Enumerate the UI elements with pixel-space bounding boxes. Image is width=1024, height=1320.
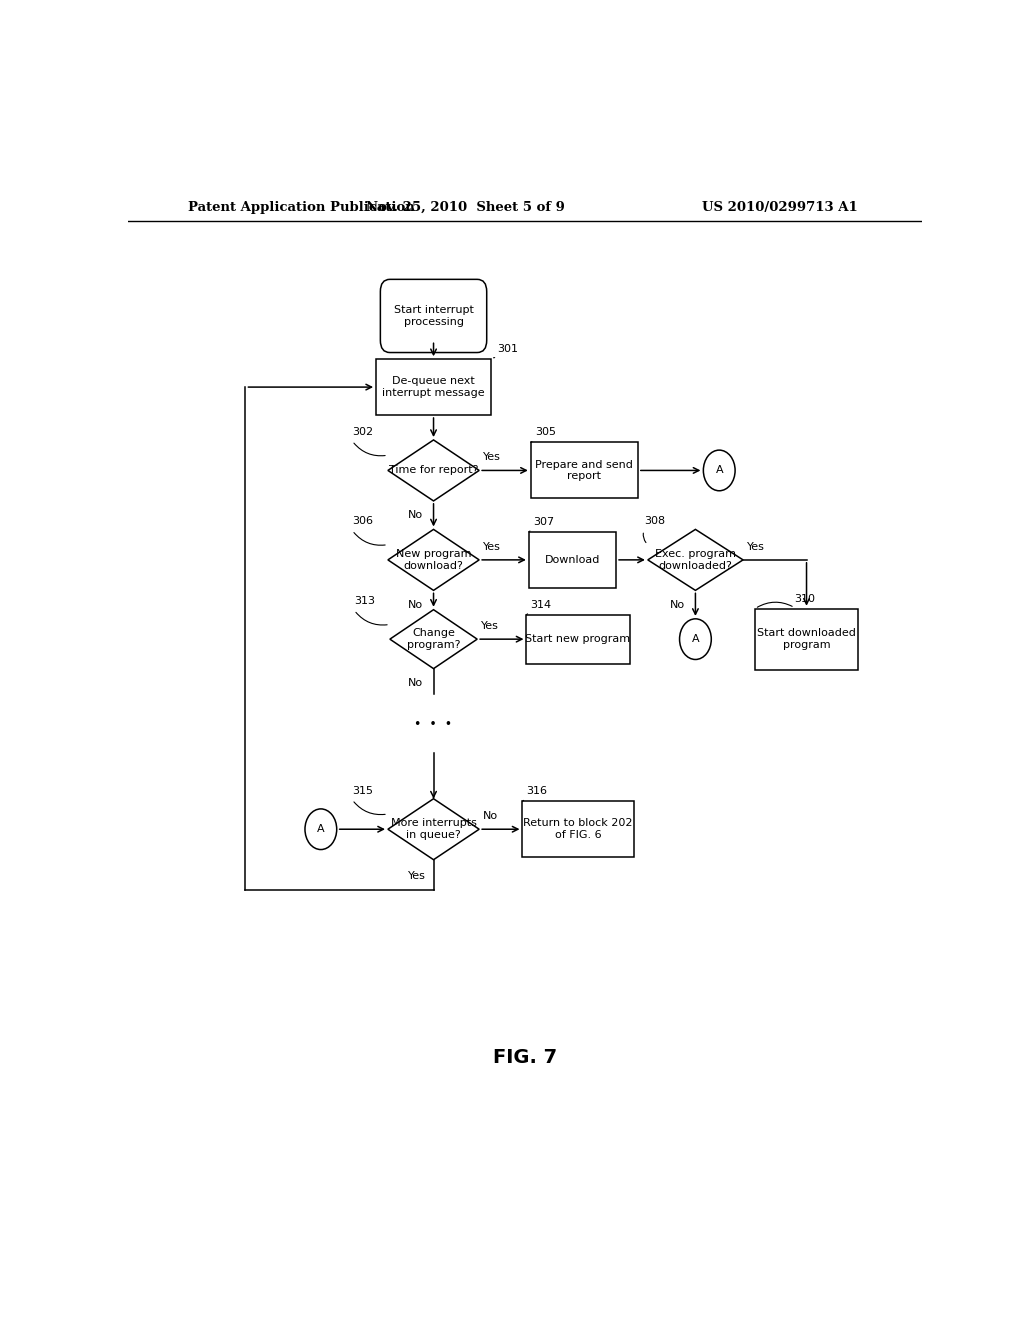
Text: Patent Application Publication: Patent Application Publication <box>187 201 415 214</box>
Bar <box>522 801 634 857</box>
Polygon shape <box>648 529 743 590</box>
Text: Start interrupt
processing: Start interrupt processing <box>393 305 473 327</box>
Bar <box>376 359 492 414</box>
Polygon shape <box>388 799 479 859</box>
Text: Prepare and send
report: Prepare and send report <box>536 459 633 482</box>
Text: 302: 302 <box>352 426 374 437</box>
Text: •  •  •: • • • <box>415 718 453 731</box>
Bar <box>530 442 638 499</box>
Text: A: A <box>691 634 699 644</box>
Text: Exec. program
downloaded?: Exec. program downloaded? <box>655 549 736 570</box>
Circle shape <box>680 619 712 660</box>
Polygon shape <box>390 610 477 669</box>
Text: 305: 305 <box>535 428 556 437</box>
Polygon shape <box>388 440 479 500</box>
Text: No: No <box>409 510 423 520</box>
Text: Change
program?: Change program? <box>407 628 460 649</box>
Text: FIG. 7: FIG. 7 <box>493 1048 557 1068</box>
Bar <box>526 615 630 664</box>
Text: 315: 315 <box>352 785 373 796</box>
Text: 306: 306 <box>352 516 373 527</box>
Bar <box>755 609 858 669</box>
Text: No: No <box>409 678 423 688</box>
Text: Return to block 202
of FIG. 6: Return to block 202 of FIG. 6 <box>523 818 633 840</box>
Text: 313: 313 <box>354 597 375 606</box>
Text: 314: 314 <box>530 599 552 610</box>
Text: Start downloaded
program: Start downloaded program <box>757 628 856 649</box>
Text: 308: 308 <box>644 516 665 527</box>
Text: A: A <box>317 824 325 834</box>
Circle shape <box>703 450 735 491</box>
Text: Yes: Yes <box>483 541 501 552</box>
Text: Nov. 25, 2010  Sheet 5 of 9: Nov. 25, 2010 Sheet 5 of 9 <box>366 201 564 214</box>
Text: More interrupts
in queue?: More interrupts in queue? <box>390 818 476 840</box>
Text: Yes: Yes <box>481 620 499 631</box>
Text: 301: 301 <box>498 345 518 354</box>
Text: De-queue next
interrupt message: De-queue next interrupt message <box>382 376 484 397</box>
Text: A: A <box>716 466 723 475</box>
Text: No: No <box>670 599 685 610</box>
Polygon shape <box>388 529 479 590</box>
Text: 310: 310 <box>795 594 816 603</box>
Text: Yes: Yes <box>409 871 426 880</box>
Text: 307: 307 <box>532 517 554 527</box>
Text: Yes: Yes <box>746 541 765 552</box>
Text: 316: 316 <box>526 787 548 796</box>
Text: Download: Download <box>545 554 600 565</box>
Bar <box>528 532 616 587</box>
Text: Time for report?: Time for report? <box>389 466 478 475</box>
Text: No: No <box>483 810 499 821</box>
Circle shape <box>305 809 337 850</box>
Text: Yes: Yes <box>483 453 501 462</box>
Text: New program
download?: New program download? <box>396 549 471 570</box>
Text: US 2010/0299713 A1: US 2010/0299713 A1 <box>702 201 858 214</box>
FancyBboxPatch shape <box>380 280 486 352</box>
Text: No: No <box>409 599 423 610</box>
Text: Start new program: Start new program <box>525 634 631 644</box>
